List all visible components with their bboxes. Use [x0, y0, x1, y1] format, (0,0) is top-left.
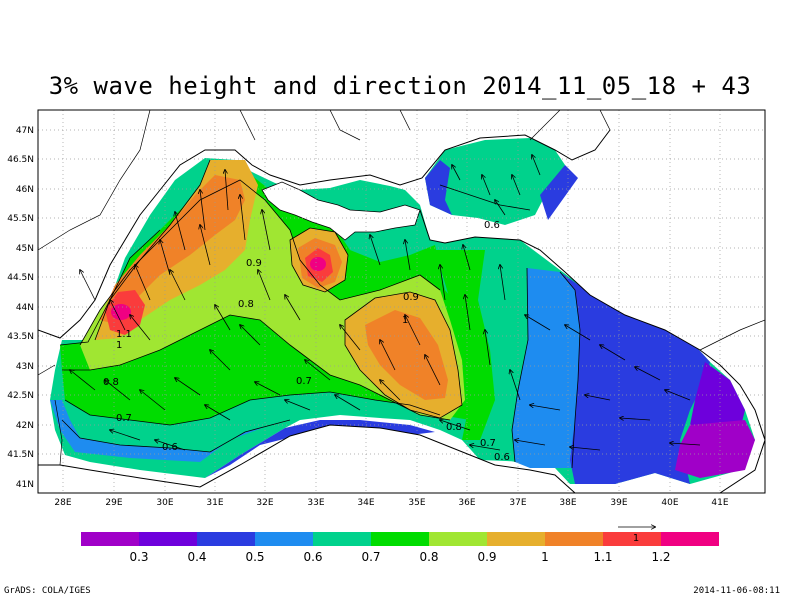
lon-tick-label: 33E [307, 498, 324, 508]
colorbar-swatch [487, 532, 545, 546]
contour-label: 1.1 [116, 329, 132, 340]
east-land [540, 110, 765, 493]
colorbar-swatch [661, 532, 719, 546]
lat-tick-label: 44N [16, 303, 34, 313]
colorbar-swatch [313, 532, 371, 546]
lon-tick-label: 30E [156, 498, 173, 508]
north-land [38, 110, 765, 330]
colorbar-swatch [255, 532, 313, 546]
colorbar-label: 0.3 [129, 550, 148, 564]
reference-vector: 1 [618, 527, 655, 544]
contour-label: 0.7 [296, 376, 312, 387]
crimea-land [261, 181, 421, 241]
map-frame [37, 109, 766, 494]
contour-label: 0.8 [103, 377, 119, 388]
colorbar-labels: 0.3 0.4 0.5 0.6 0.7 0.8 0.9 1 1.1 1.2 [129, 550, 670, 564]
colorbar [81, 532, 719, 546]
contour-label: 0.7 [116, 413, 132, 424]
lon-tick-label: 31E [206, 498, 223, 508]
zone-0-8-strip [435, 250, 495, 440]
footer-credit: GrADS: COLA/IGES [4, 586, 91, 596]
lon-tick-label: 39E [610, 498, 627, 508]
south-land [38, 425, 575, 493]
colorbar-swatch [545, 532, 603, 546]
contour-label: 0.7 [480, 438, 496, 449]
colorbar-label: 0.9 [477, 550, 496, 564]
map-field: 0.6 0.9 0.8 0.9 1 1.1 1 0.8 0.7 0.7 0.6 … [38, 110, 765, 493]
direction-arrows [70, 155, 701, 451]
zone-0-6-west [50, 400, 290, 462]
contour-label: 0.6 [484, 220, 500, 231]
colorbar-label: 0.8 [419, 550, 438, 564]
map-title: 3% wave height and direction 2014_11_05_… [48, 72, 752, 100]
colorbar-label: 1 [541, 550, 549, 564]
contour-label: 0.6 [494, 452, 510, 463]
lon-tick-label: 29E [105, 498, 122, 508]
colorbar-label: 0.4 [187, 550, 206, 564]
reference-vector-label: 1 [633, 533, 639, 544]
lat-tick-label: 43N [16, 362, 34, 372]
zone-max [111, 304, 131, 320]
colorbar-swatch [603, 532, 661, 546]
contour-label: 0.8 [238, 299, 254, 310]
latitude-axis: 47N 46.5N 46N 45.5N 45N 44.5N 44N 43.5N … [7, 126, 34, 490]
zone-1-1-center [365, 310, 448, 400]
zone-0-7-east-strip [478, 250, 528, 462]
colorbar-swatch [429, 532, 487, 546]
colorbar-label: 0.5 [245, 550, 264, 564]
lat-tick-label: 46N [16, 185, 34, 195]
lon-tick-label: 36E [458, 498, 475, 508]
azov-sea [425, 138, 565, 225]
lon-tick-label: 34E [357, 498, 374, 508]
contour-label: 0.9 [403, 292, 419, 303]
zone-0-3-east [675, 420, 755, 478]
lon-tick-label: 32E [256, 498, 273, 508]
footer-timestamp: 2014-11-06-08:11 [693, 586, 780, 596]
lat-tick-label: 42.5N [7, 391, 34, 401]
colorbar-label: 0.7 [361, 550, 380, 564]
zone-0-4-east [690, 362, 745, 440]
lon-tick-label: 38E [559, 498, 576, 508]
zone-0-5-east [560, 272, 710, 484]
lat-tick-label: 43.5N [7, 332, 34, 342]
azov-blue [425, 160, 578, 220]
border-lines [38, 110, 765, 466]
colorbar-label: 0.6 [303, 550, 322, 564]
coastline [38, 129, 765, 493]
contour-label: 0.6 [162, 442, 178, 453]
colorbar-swatch [81, 532, 139, 546]
contour-label: 0.9 [246, 258, 262, 269]
lat-tick-label: 42N [16, 421, 34, 431]
lon-tick-label: 28E [54, 498, 71, 508]
zone-1-1 [100, 175, 245, 325]
lat-tick-label: 45N [16, 244, 34, 254]
lat-tick-label: 41N [16, 480, 34, 490]
colorbar-label: 1.1 [593, 550, 612, 564]
colorbar-swatch [139, 532, 197, 546]
lat-tick-label: 45.5N [7, 214, 34, 224]
contour-label-group: 0.6 0.9 0.8 0.9 1 1.1 1 0.8 0.7 0.7 0.6 … [103, 220, 510, 463]
contour-label: 1 [402, 315, 408, 326]
lon-tick-label: 40E [661, 498, 678, 508]
lat-tick-label: 41.5N [7, 450, 34, 460]
lat-tick-label: 44.5N [7, 273, 34, 283]
contour-label: 0.8 [446, 422, 462, 433]
lat-tick-label: 46.5N [7, 155, 34, 165]
contour-lines [59, 159, 581, 469]
lon-tick-label: 35E [408, 498, 425, 508]
lon-tick-label: 41E [711, 498, 728, 508]
colorbar-label: 1.2 [651, 550, 670, 564]
zone-max-crimea [310, 257, 326, 271]
lon-tick-label: 37E [509, 498, 526, 508]
longitude-axis: 28E 29E 30E 31E 32E 33E 34E 35E 36E 37E … [54, 498, 728, 508]
lat-tick-label: 47N [16, 126, 34, 136]
colorbar-swatch [197, 532, 255, 546]
contour-label: 1 [116, 340, 122, 351]
colorbar-swatch [371, 532, 429, 546]
